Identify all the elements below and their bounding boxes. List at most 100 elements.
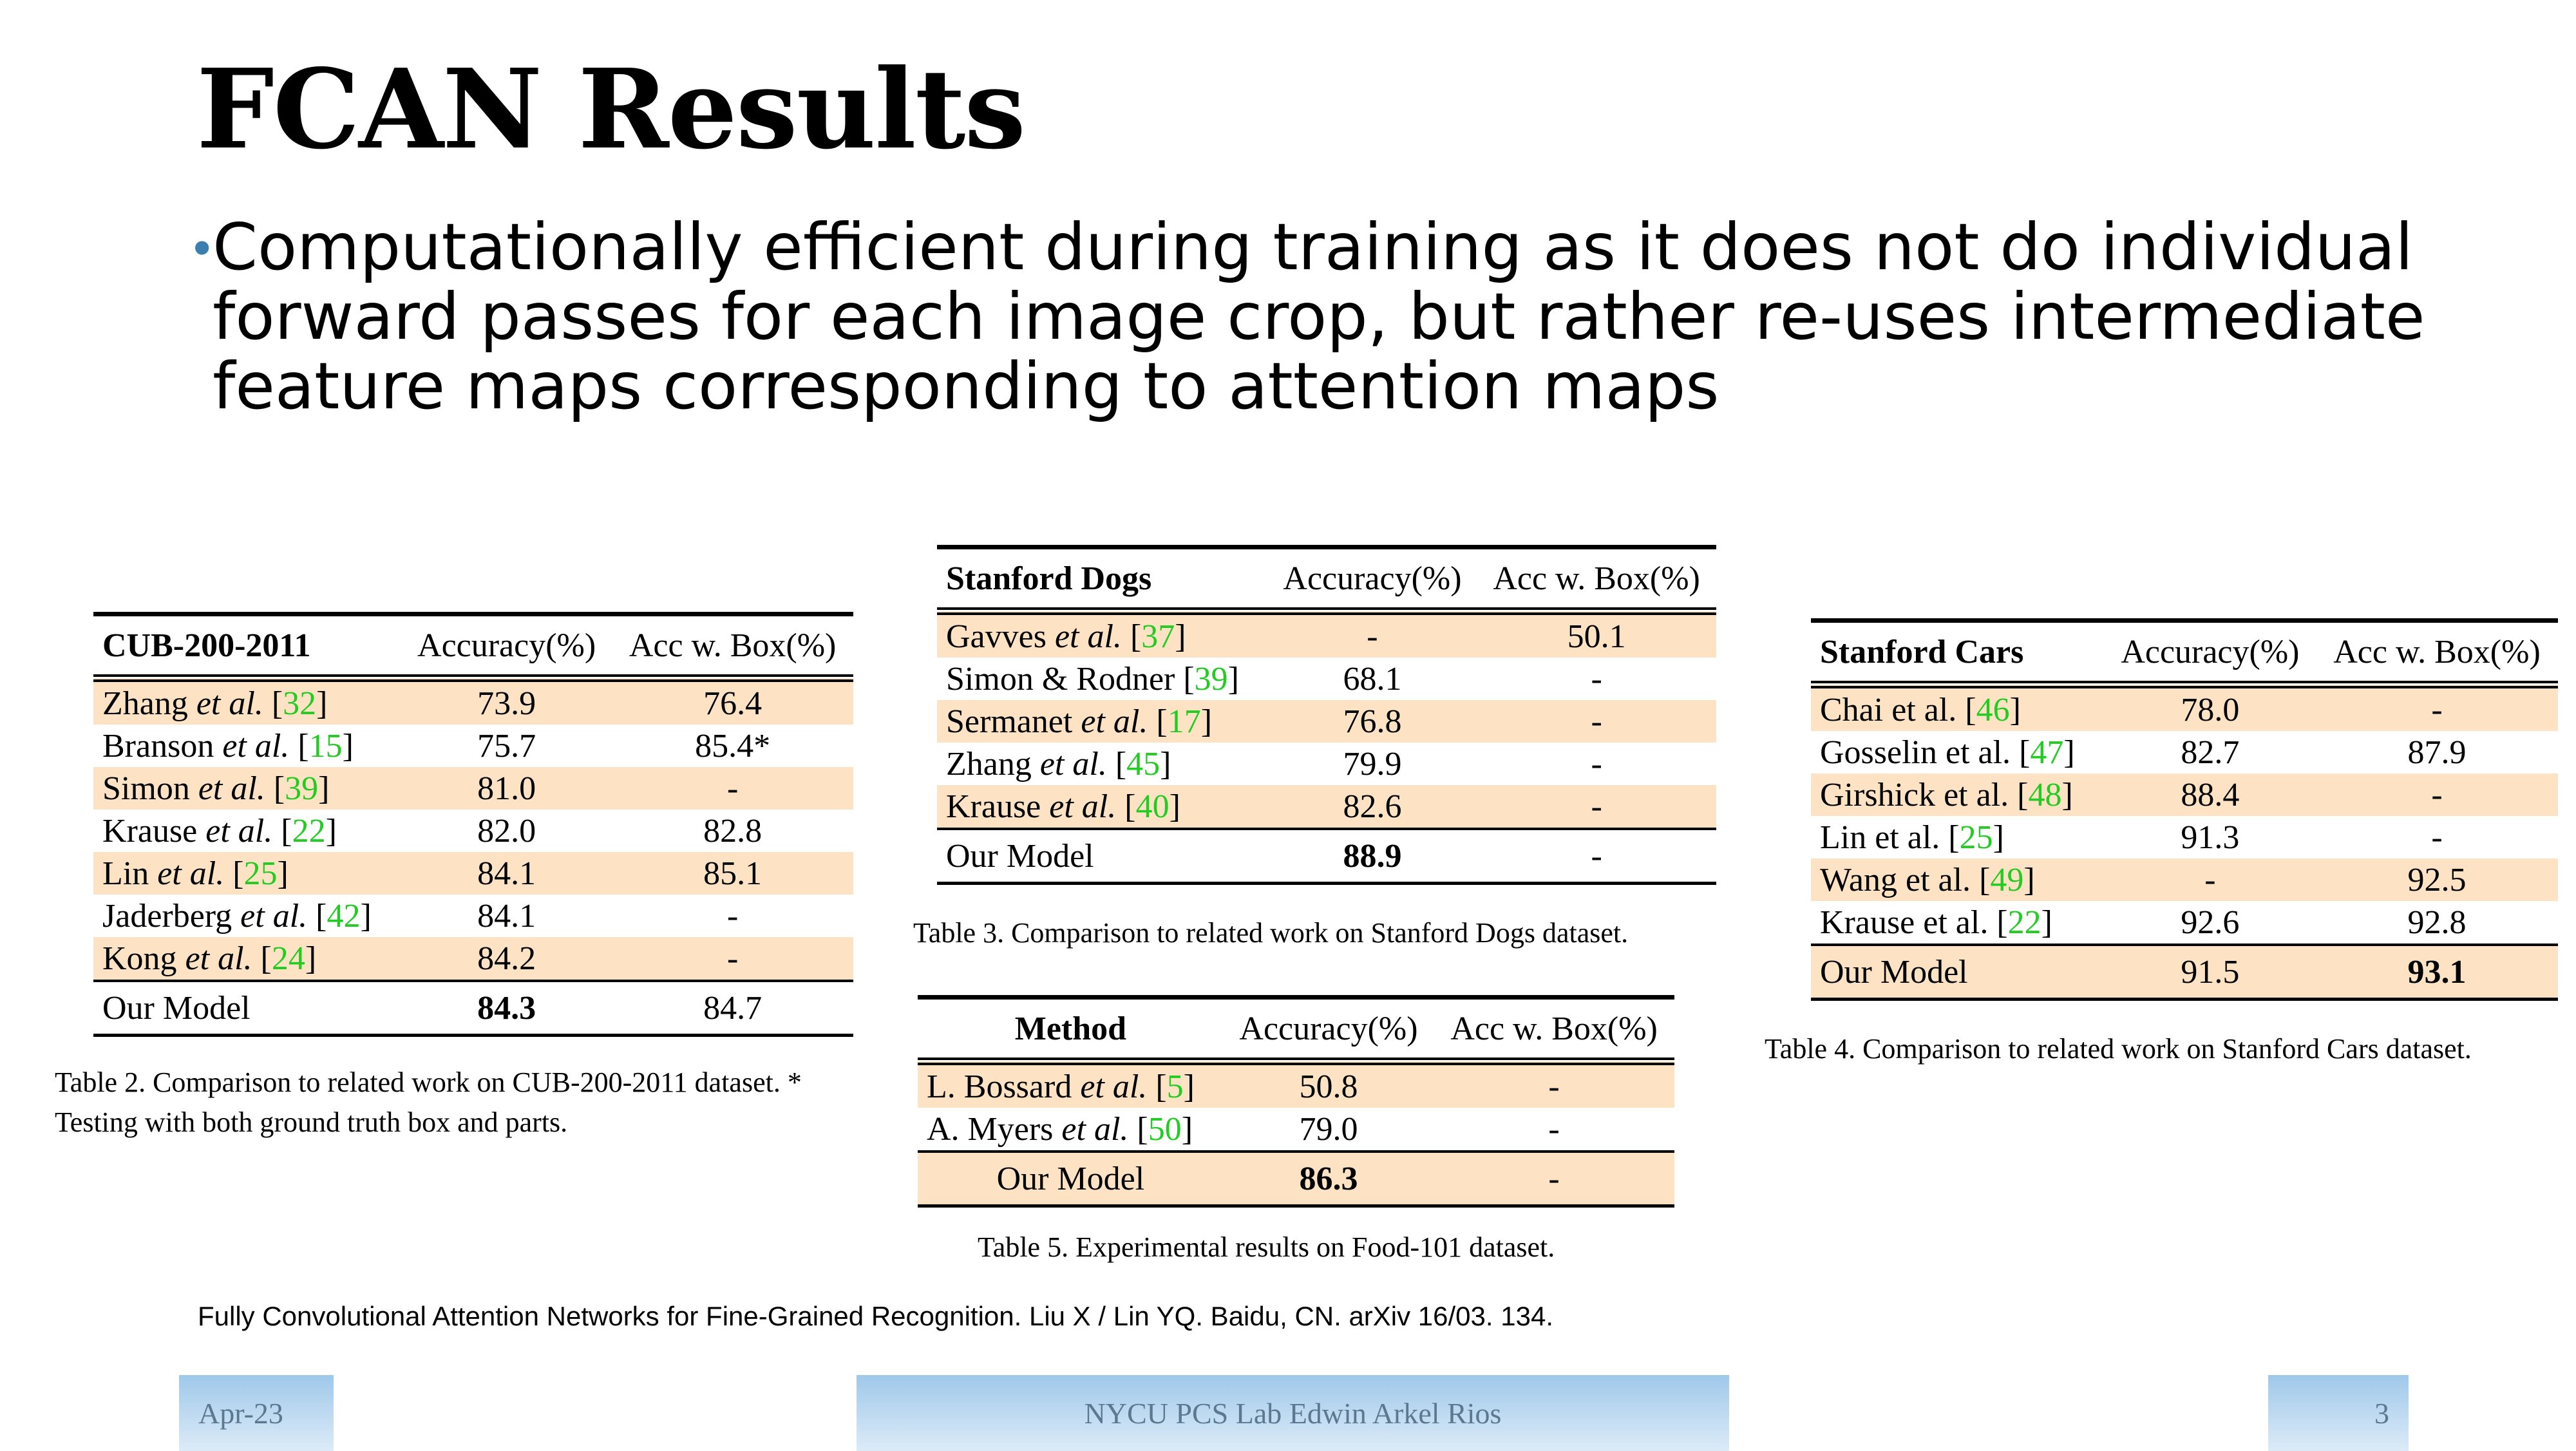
reference-number: 48: [2028, 776, 2062, 813]
et-al-text: et al.: [185, 940, 252, 977]
table-header-row: Method Accuracy(%) Acc w. Box(%): [918, 995, 1674, 1065]
our-model-accuracy: 91.5: [2104, 944, 2316, 1001]
accuracy-cell: 76.8: [1267, 700, 1477, 743]
et-al-text: et al.: [1049, 788, 1117, 825]
method-cell: Wang et al. [49]: [1811, 858, 2105, 901]
cub-caption-line1: Table 2. Comparison to related work on C…: [55, 1067, 802, 1098]
dogs-caption: Table 3. Comparison to related work on S…: [913, 917, 1629, 949]
method-cell: Simon & Rodner [39]: [946, 660, 1239, 697]
acc-box-cell: 92.8: [2407, 904, 2467, 941]
table-row: Krause et al. [22] 82.0 82.8: [93, 810, 853, 852]
method-name: Krause et al.: [1820, 904, 1989, 941]
method-cell: A. Myers et al. [50]: [927, 1110, 1193, 1148]
accuracy-cell: 50.8: [1223, 1061, 1434, 1108]
our-model-name: Our Model: [1811, 944, 2105, 1001]
footer-date: Apr-23: [179, 1375, 334, 1451]
our-model-row: Our Model 86.3-: [918, 1150, 1674, 1208]
method-name: Simon & Rodner: [946, 660, 1175, 697]
accuracy-cell: 82.0: [477, 812, 536, 849]
footer-date-text: Apr-23: [198, 1396, 283, 1430]
reference-number: 25: [1959, 819, 1993, 856]
method-name: Chai et al.: [1820, 691, 1957, 728]
et-al-text: et al.: [240, 897, 308, 934]
dogs-table-grid: Stanford Dogs Accuracy(%) Acc w. Box(%) Gav…: [937, 545, 1716, 885]
method-cell: Krause et al. [40]: [937, 785, 1268, 829]
method-name: Branson: [102, 727, 214, 764]
acc-box-cell: -: [1434, 1061, 1674, 1108]
table-row: Jaderberg et al. [42] 84.1 -: [93, 895, 853, 937]
accuracy-cell: 88.4: [2104, 773, 2316, 816]
cub-table-grid: CUB-200-2011 Accuracy(%) Acc w. Box(%) Zhan…: [93, 612, 853, 1037]
slide-title: FCAN Results: [196, 45, 1026, 174]
et-al-text: et al.: [1061, 1110, 1129, 1148]
et-al-text: et al.: [198, 770, 265, 807]
method-cell: Zhang et al. [45]: [946, 745, 1171, 782]
acc-box-cell: -: [1477, 785, 1716, 829]
et-al-text: et al.: [1054, 618, 1122, 655]
method-name: Jaderberg: [102, 897, 232, 934]
et-al-text: et al.: [205, 812, 273, 849]
our-model-accuracy: 86.3: [1223, 1150, 1434, 1208]
method-name: Simon: [102, 770, 190, 807]
method-cell: Jaderberg et al. [42]: [102, 897, 372, 934]
column-header: Method: [918, 995, 1224, 1065]
acc-box-cell: -: [612, 937, 853, 981]
method-cell: Kong et al. [24]: [93, 937, 402, 981]
acc-box-cell: 87.9: [2407, 734, 2467, 771]
reference-number: 45: [1126, 745, 1160, 782]
column-header: CUB-200-2011: [93, 612, 402, 682]
method-name: Girshick et al.: [1820, 776, 2009, 813]
table-row: Sermanet et al. [17] 76.8-: [937, 700, 1716, 743]
table-row: Gosselin et al. [47] 82.7 87.9: [1811, 731, 2558, 773]
our-model-acc-box: -: [1477, 828, 1716, 885]
accuracy-cell: 79.9: [1343, 745, 1402, 782]
table-row: Girshick et al. [48] 88.4-: [1811, 773, 2558, 816]
footer-page-number: 3: [2268, 1375, 2409, 1451]
footer-center-text: NYCU PCS Lab Edwin Arkel Rios: [1084, 1396, 1502, 1430]
acc-box-cell: -: [1591, 745, 1602, 782]
method-cell: Simon et al. [39]: [93, 767, 402, 810]
acc-box-cell: -: [2316, 685, 2558, 731]
table-row: Branson et al. [15] 75.7 85.4*: [93, 725, 853, 767]
et-al-text: et al.: [157, 855, 225, 892]
reference-number: 37: [1141, 618, 1175, 655]
accuracy-cell: 73.9: [401, 678, 612, 725]
our-model-row: Our Model 91.5 93.1: [1811, 944, 2558, 1001]
accuracy-cell: 82.7: [2181, 734, 2240, 771]
table-row: Wang et al. [49] -92.5: [1811, 858, 2558, 901]
column-header: Accuracy(%): [1267, 545, 1477, 615]
food-table: Method Accuracy(%) Acc w. Box(%) L. Bossard…: [918, 995, 1674, 1208]
accuracy-cell: 84.1: [401, 852, 612, 895]
our-model-accuracy: 88.9: [1267, 828, 1477, 885]
reference-number: 39: [285, 770, 319, 807]
table-row: A. Myers et al. [50] 79.0 -: [918, 1108, 1674, 1152]
cars-caption: Table 4. Comparison to related work on S…: [1765, 1033, 2472, 1065]
accuracy-cell: 91.3: [2181, 819, 2240, 856]
table-header-row: Stanford Cars Accuracy(%) Acc w. Box(%): [1811, 618, 2558, 688]
our-model-name: Our Model: [937, 828, 1268, 885]
column-header: Acc w. Box(%): [1477, 545, 1716, 615]
our-model-row: Our Model 84.3 84.7: [93, 980, 853, 1037]
method-cell: Girshick et al. [48]: [1811, 773, 2105, 816]
accuracy-cell: 78.0: [2104, 685, 2316, 731]
cub-caption-line2: Testing with both ground truth box and p…: [55, 1106, 568, 1138]
accuracy-cell: 84.1: [477, 897, 536, 934]
cub-table: CUB-200-2011 Accuracy(%) Acc w. Box(%) Zhan…: [93, 612, 853, 1037]
our-model-row: Our Model 88.9-: [937, 828, 1716, 885]
acc-box-cell: -: [2431, 819, 2443, 856]
accuracy-cell: -: [2104, 858, 2316, 901]
acc-box-cell: -: [1477, 700, 1716, 743]
accuracy-cell: 79.0: [1299, 1110, 1358, 1148]
accuracy-cell: -: [1267, 611, 1477, 658]
our-model-name: Our Model: [918, 1150, 1224, 1208]
method-name: L. Bossard: [927, 1068, 1072, 1105]
et-al-text: et al.: [222, 727, 290, 764]
food-table-grid: Method Accuracy(%) Acc w. Box(%) L. Bossard…: [918, 995, 1674, 1208]
footer-page-text: 3: [2374, 1396, 2389, 1430]
acc-box-cell: -: [2316, 773, 2558, 816]
reference-number: 46: [1976, 691, 2010, 728]
our-model-name: Our Model: [93, 980, 402, 1037]
table-row: Zhang et al. [32] 73.9 76.4: [93, 678, 853, 725]
bullet-text: Computationally efficient during trainin…: [213, 209, 2425, 424]
et-al-text: et al.: [1039, 745, 1107, 782]
